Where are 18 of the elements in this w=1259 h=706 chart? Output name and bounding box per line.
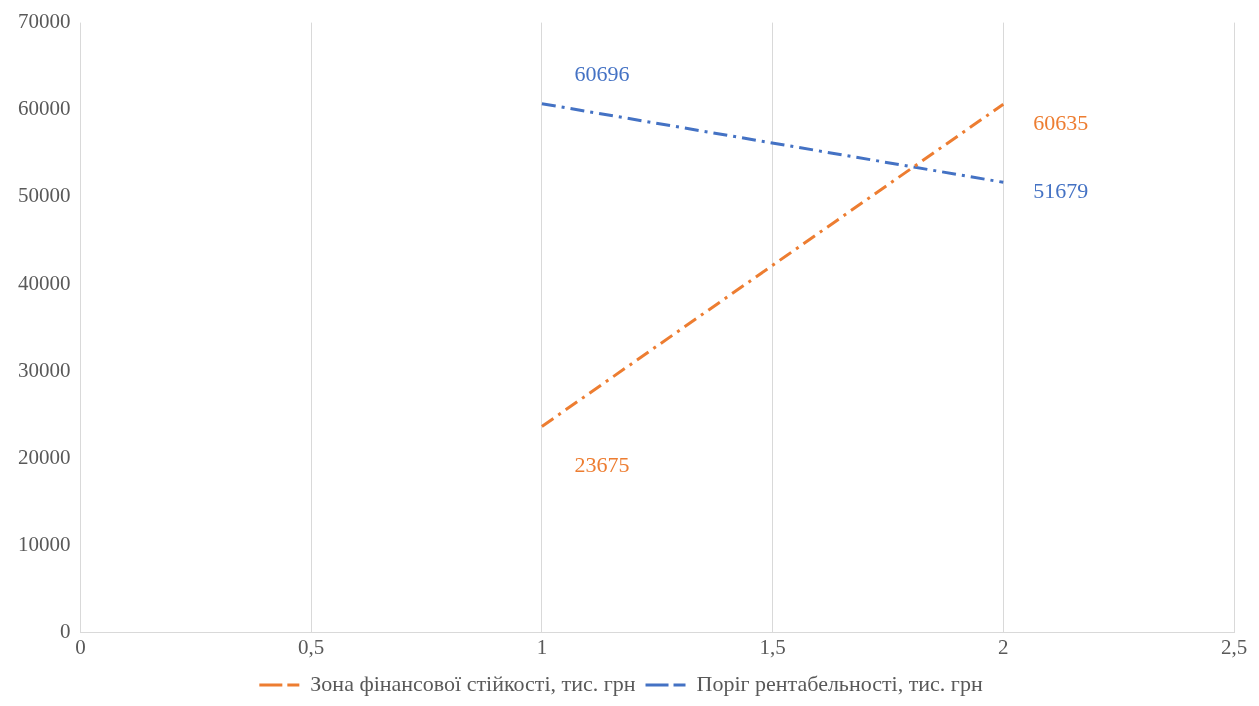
legend-label: Поріг рентабельності, тис. грн (696, 670, 983, 696)
y-tick-label: 40000 (18, 270, 71, 295)
x-tick-label: 1,5 (759, 634, 786, 659)
y-tick-label: 70000 (18, 9, 71, 34)
x-tick-label: 0,5 (298, 634, 325, 659)
data-label: 60635 (1033, 110, 1089, 136)
x-tick-label: 1 (536, 634, 548, 659)
y-tick-label: 60000 (18, 96, 71, 121)
y-tick-label: 20000 (18, 444, 71, 469)
x-tick-label: 2,5 (1220, 634, 1248, 659)
x-tick-label: 2 (998, 634, 1009, 659)
y-tick-label: 10000 (18, 532, 71, 557)
y-tick-label: 30000 (18, 357, 71, 382)
data-label: 60696 (574, 61, 630, 87)
legend-label: Зона фінансової стійкості, тис. грн (310, 670, 636, 696)
data-label: 51679 (1033, 178, 1089, 204)
data-label: 23675 (574, 452, 630, 478)
y-tick-label: 50000 (18, 183, 71, 208)
